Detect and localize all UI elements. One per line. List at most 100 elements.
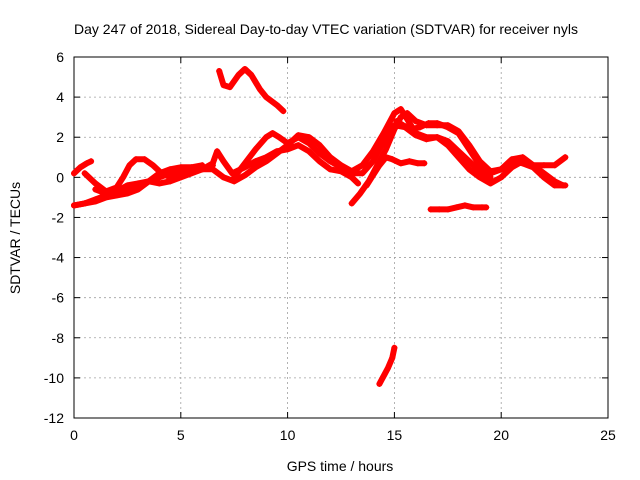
series-track (231, 122, 494, 181)
data-series-arc-11 (427, 202, 490, 213)
tick-layer: 0 5 10 15 20 25 -12 -10 -8 -6 -4 -2 0 2 4 6 (44, 49, 616, 443)
data-point (476, 168, 483, 175)
x-tick-label: 25 (600, 427, 616, 443)
data-point (359, 162, 366, 169)
data-point (427, 206, 434, 213)
data-point (417, 124, 424, 131)
data-point (124, 184, 131, 191)
data-point (150, 162, 157, 169)
data-point (348, 200, 355, 207)
data-point (425, 120, 432, 127)
data-point (408, 126, 415, 133)
data-point (284, 140, 291, 147)
data-point (316, 150, 323, 157)
data-point (305, 148, 312, 155)
data-point (209, 160, 216, 167)
data-series-arc-9 (393, 118, 567, 189)
data-series-arc-12 (376, 344, 398, 387)
data-point (295, 142, 302, 149)
data-point (241, 160, 248, 167)
data-point (455, 130, 462, 137)
data-point (560, 182, 567, 189)
data-point (177, 174, 184, 181)
data-point (167, 178, 174, 185)
data-point (461, 202, 468, 209)
data-point (476, 174, 483, 181)
data-point (389, 354, 396, 361)
data-point (220, 82, 227, 89)
data-point (241, 66, 248, 73)
data-point (141, 156, 148, 163)
data-point (380, 372, 387, 379)
data-point (263, 158, 270, 165)
y-tick-label: -10 (44, 370, 64, 386)
data-point (199, 166, 206, 173)
data-point (382, 146, 389, 153)
data-layer (71, 66, 569, 387)
data-point (380, 138, 387, 145)
data-point (216, 68, 223, 75)
data-point (370, 158, 377, 165)
data-point (235, 72, 242, 79)
data-point (209, 166, 216, 173)
y-tick-label: 0 (56, 169, 64, 185)
y-tick-label: 6 (56, 49, 64, 65)
data-point (382, 154, 389, 161)
data-point (444, 124, 451, 131)
data-point (423, 136, 430, 143)
data-point (519, 154, 526, 161)
y-tick-label: -8 (52, 330, 65, 346)
data-point (357, 190, 364, 197)
data-point (391, 126, 398, 133)
data-series-arc-4 (81, 142, 362, 195)
data-series-arc-5 (216, 66, 287, 115)
data-point (498, 166, 505, 173)
data-point (81, 170, 88, 177)
data-point (113, 188, 120, 195)
data-point (226, 84, 233, 91)
data-point (444, 206, 451, 213)
data-point (248, 72, 255, 79)
data-point (476, 162, 483, 169)
plot-frame (73, 56, 609, 419)
data-point (466, 146, 473, 153)
x-tick-label: 20 (493, 427, 509, 443)
data-point (188, 170, 195, 177)
y-tick-label: -2 (52, 209, 65, 225)
data-point (305, 134, 312, 141)
series-track (216, 66, 287, 115)
data-point (498, 174, 505, 181)
series-track (71, 158, 95, 177)
data-point (126, 162, 133, 169)
data-point (397, 160, 404, 167)
data-point (280, 108, 287, 115)
data-point (135, 182, 142, 189)
data-point (348, 170, 355, 177)
data-point (81, 200, 88, 207)
data-point (399, 122, 406, 129)
data-point (92, 180, 99, 187)
x-tick-label: 15 (387, 427, 403, 443)
data-point (220, 174, 227, 181)
data-point (124, 190, 131, 197)
data-point (376, 162, 383, 169)
data-point (355, 180, 362, 187)
data-series-arc-2 (71, 158, 95, 177)
data-point (363, 182, 370, 189)
data-point (158, 170, 165, 177)
data-point (92, 186, 99, 193)
data-point (483, 204, 490, 211)
data-point (252, 146, 259, 153)
data-point (455, 148, 462, 155)
series-track (81, 142, 362, 195)
data-point (263, 94, 270, 101)
data-point (540, 162, 547, 169)
data-point (562, 154, 569, 161)
data-point (391, 110, 398, 117)
data-point (71, 170, 77, 177)
x-tick-label: 5 (177, 427, 185, 443)
data-point (508, 164, 515, 171)
x-tick-label: 0 (70, 427, 78, 443)
